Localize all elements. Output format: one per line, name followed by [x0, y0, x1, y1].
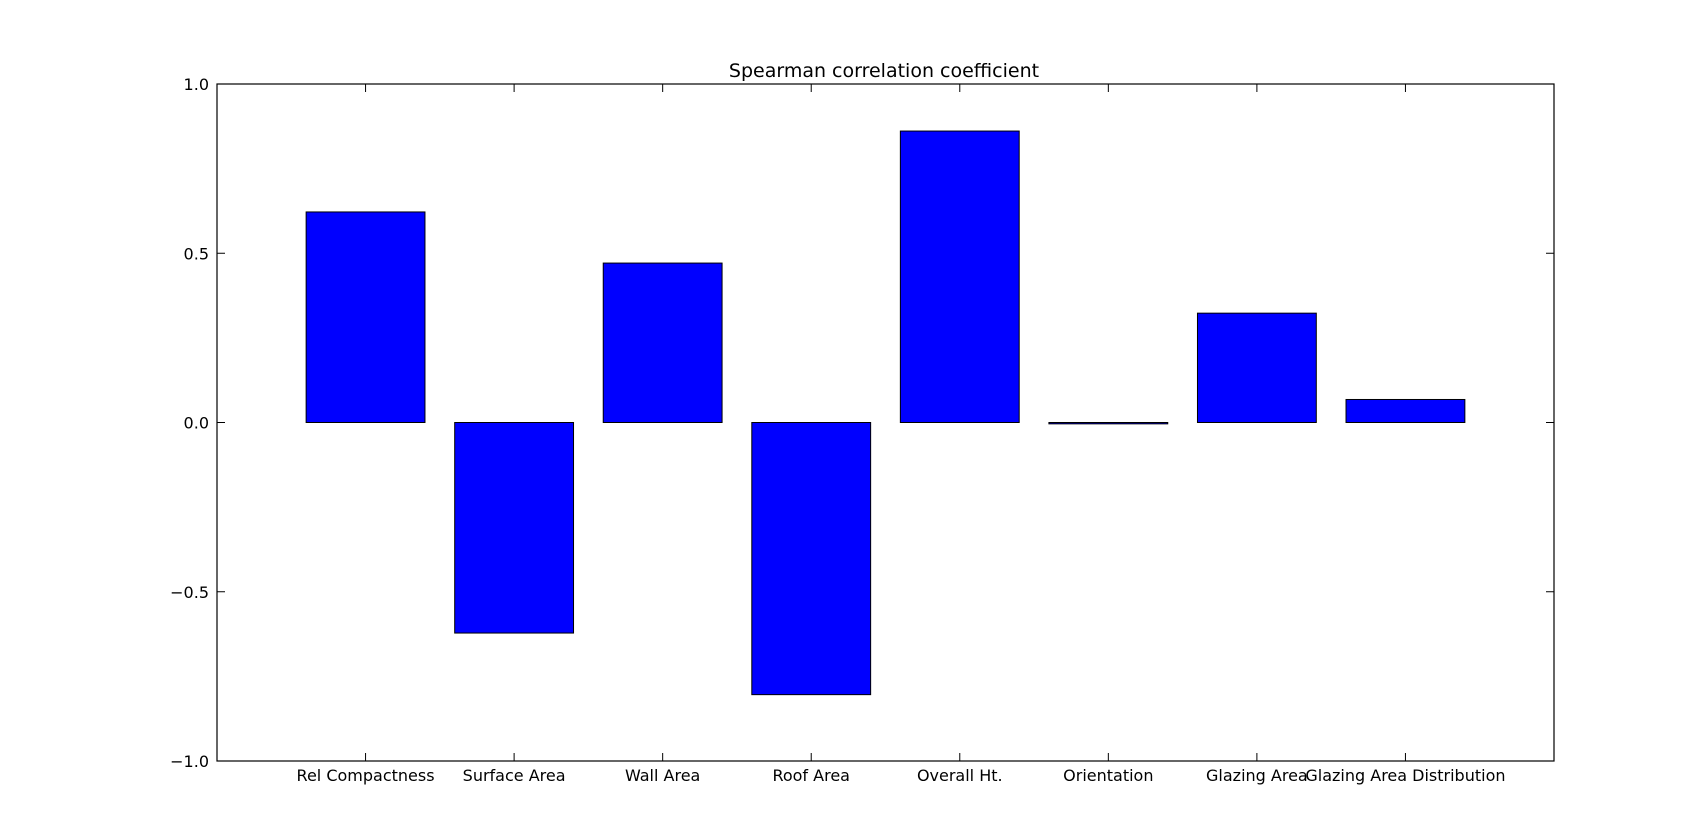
x-tick-label: Glazing Area Distribution	[1305, 766, 1505, 785]
ticks-layer	[217, 83, 1554, 762]
x-tick-label: Glazing Area	[1206, 766, 1308, 785]
y-tick-label: 0.5	[184, 244, 209, 263]
y-tick-label: −0.5	[170, 583, 209, 602]
y-tick-label: −1.0	[170, 752, 209, 771]
labels-layer: 1.0 0.5 0.0 −0.5 −1.0 Rel Compactness Surface …	[170, 75, 1505, 785]
y-tick-label: 0.0	[184, 414, 209, 433]
x-tick-label: Roof Area	[772, 766, 850, 785]
chart-title: Spearman correlation coefficient	[729, 60, 1039, 82]
x-tick-label: Wall Area	[625, 766, 700, 785]
x-tick-label: Rel Compactness	[297, 766, 435, 785]
x-tick-label: Overall Ht.	[917, 766, 1003, 785]
bar	[1048, 422, 1169, 425]
bar	[751, 422, 872, 696]
bar	[899, 130, 1020, 424]
bar	[1345, 398, 1466, 424]
x-tick-label: Orientation	[1063, 766, 1153, 785]
bar	[305, 211, 426, 423]
x-tick-label: Surface Area	[463, 766, 566, 785]
bar	[602, 262, 723, 423]
y-tick-label: 1.0	[184, 75, 209, 94]
bar	[454, 422, 575, 634]
bars-layer	[305, 130, 1466, 696]
bar	[1196, 312, 1317, 423]
